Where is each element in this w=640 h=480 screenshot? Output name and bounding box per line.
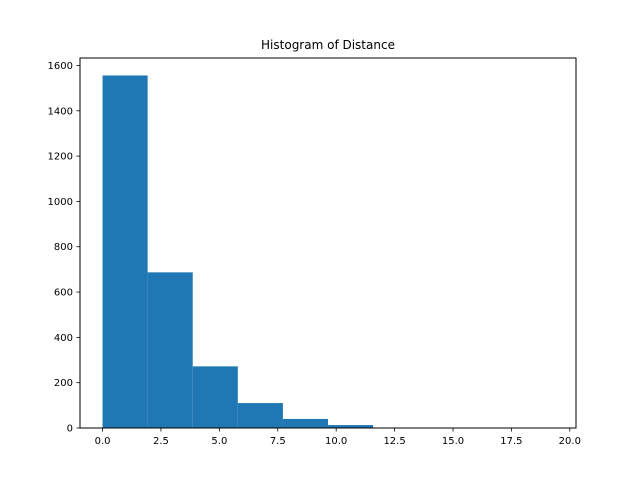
histogram-bar	[328, 425, 374, 428]
histogram-bars	[102, 75, 554, 429]
y-axis: 0 200 400 600 800 1000 1200 1400 1600	[48, 61, 80, 435]
x-tick-label: 0.0	[95, 436, 111, 447]
y-tick-label: 800	[54, 242, 73, 253]
histogram-bar	[237, 403, 283, 428]
y-tick-label: 600	[54, 288, 73, 299]
y-tick-label: 400	[54, 333, 73, 344]
chart-title: Histogram of Distance	[261, 38, 395, 52]
axes-frame	[79, 57, 577, 429]
x-tick-label: 10.0	[325, 436, 347, 447]
y-tick-label: 1400	[48, 106, 73, 117]
histogram-bar	[282, 418, 328, 428]
y-tick-label: 0	[67, 424, 73, 435]
x-tick-label: 5.0	[211, 436, 227, 447]
x-tick-label: 17.5	[500, 436, 522, 447]
y-tick-label: 200	[54, 378, 73, 389]
x-axis: 0.0 2.5 5.0 7.5 10.0 12.5 15.0 17.5 20.0	[95, 428, 581, 447]
x-tick-label: 12.5	[383, 436, 405, 447]
histogram-bar	[147, 272, 193, 428]
y-tick-label: 1000	[48, 197, 73, 208]
y-tick-label: 1200	[48, 152, 73, 163]
histogram-bar	[102, 75, 148, 429]
x-tick-label: 2.5	[153, 436, 169, 447]
x-tick-label: 15.0	[442, 436, 464, 447]
x-tick-label: 20.0	[559, 436, 581, 447]
y-tick-label: 1600	[48, 61, 73, 72]
histogram-bar	[192, 366, 238, 428]
x-tick-label: 7.5	[270, 436, 286, 447]
